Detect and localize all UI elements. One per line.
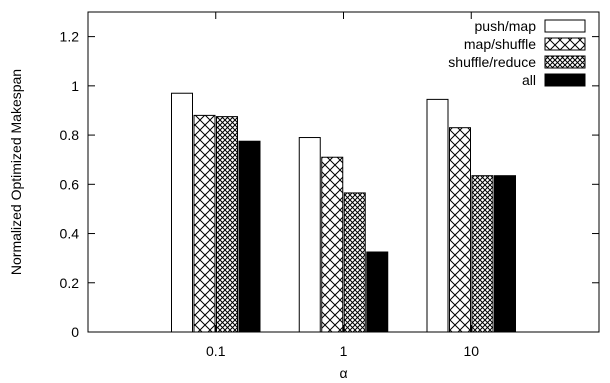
bar-push-map (171, 92, 193, 333)
bar-shuffle-reduce (343, 192, 366, 333)
y-tick-label: 0.6 (60, 176, 80, 192)
bar-map-shuffle (193, 114, 216, 333)
x-tick-label: 10 (463, 343, 479, 359)
bar-all (494, 175, 516, 333)
y-tick-label: 0.8 (60, 127, 80, 143)
legend-label: push/map (475, 18, 537, 34)
bar-shuffle-reduce (471, 175, 494, 333)
y-axis-label: Normalized Optimized Makespan (8, 69, 24, 275)
y-tick-label: 1 (71, 78, 79, 94)
legend-entry: push/map (475, 18, 586, 34)
bar-map-shuffle (449, 127, 471, 333)
legend-swatch (544, 55, 586, 69)
x-tick-label: 1 (340, 343, 348, 359)
legend-entry: shuffle/reduce (448, 54, 586, 70)
legend-entry: all (522, 72, 586, 88)
y-tick-label: 0.2 (60, 275, 80, 291)
y-tick-label: 0 (71, 324, 79, 340)
bar-map-shuffle (321, 156, 344, 333)
legend-label: all (522, 72, 536, 88)
bars (171, 92, 516, 333)
legend-entry: map/shuffle (464, 36, 586, 52)
legend-swatch (544, 37, 586, 51)
legend-label: map/shuffle (464, 36, 536, 52)
axes: 0 0.2 0.4 0.6 0.8 1 1.2 0.1 1 10 α Normalized Optim… (8, 12, 599, 381)
bar-shuffle-reduce (216, 116, 238, 333)
bar-push-map (298, 137, 321, 333)
y-tick-label: 0.4 (60, 226, 80, 242)
x-tick-label: 0.1 (206, 343, 226, 359)
legend-label: shuffle/reduce (448, 54, 536, 70)
bar-all (238, 140, 261, 333)
bar-all (366, 251, 389, 333)
bar-push-map (426, 98, 449, 333)
x-axis-label: α (339, 365, 347, 381)
legend: push/map map/shuffle shuffle/reduce all (448, 18, 586, 88)
legend-swatch (544, 19, 586, 33)
legend-swatch (544, 73, 586, 87)
y-tick-label: 1.2 (60, 29, 80, 45)
